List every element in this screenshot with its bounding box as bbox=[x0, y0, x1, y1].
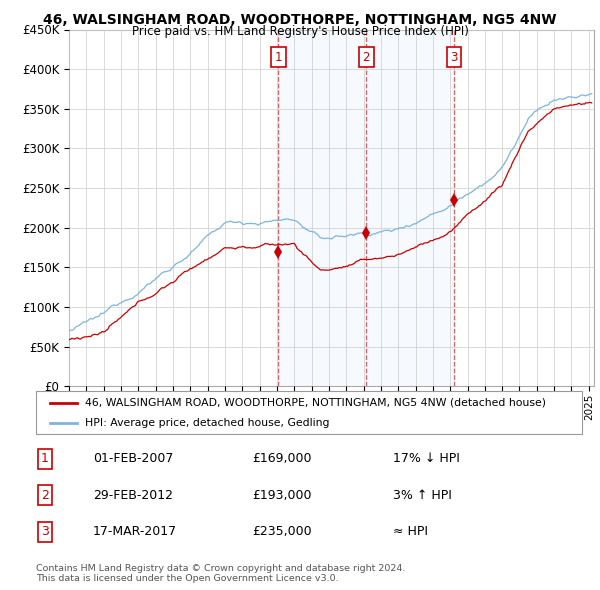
Text: 2: 2 bbox=[362, 51, 370, 64]
Text: 1: 1 bbox=[41, 452, 49, 465]
Text: 17-MAR-2017: 17-MAR-2017 bbox=[93, 525, 177, 538]
Text: 17% ↓ HPI: 17% ↓ HPI bbox=[393, 452, 460, 465]
Text: Price paid vs. HM Land Registry's House Price Index (HPI): Price paid vs. HM Land Registry's House … bbox=[131, 25, 469, 38]
Text: 3: 3 bbox=[41, 525, 49, 538]
Text: 1: 1 bbox=[275, 51, 282, 64]
FancyBboxPatch shape bbox=[36, 391, 582, 434]
Text: £169,000: £169,000 bbox=[252, 452, 311, 465]
Bar bbox=[278, 30, 454, 386]
Text: 29-FEB-2012: 29-FEB-2012 bbox=[93, 489, 173, 502]
Text: Contains HM Land Registry data © Crown copyright and database right 2024.
This d: Contains HM Land Registry data © Crown c… bbox=[36, 563, 406, 583]
Text: 01-FEB-2007: 01-FEB-2007 bbox=[93, 452, 173, 465]
Text: £193,000: £193,000 bbox=[252, 489, 311, 502]
Text: £235,000: £235,000 bbox=[252, 525, 311, 538]
Text: 3: 3 bbox=[450, 51, 458, 64]
Text: 46, WALSINGHAM ROAD, WOODTHORPE, NOTTINGHAM, NG5 4NW: 46, WALSINGHAM ROAD, WOODTHORPE, NOTTING… bbox=[43, 13, 557, 27]
Text: 46, WALSINGHAM ROAD, WOODTHORPE, NOTTINGHAM, NG5 4NW (detached house): 46, WALSINGHAM ROAD, WOODTHORPE, NOTTING… bbox=[85, 398, 546, 408]
Text: ≈ HPI: ≈ HPI bbox=[393, 525, 428, 538]
Text: HPI: Average price, detached house, Gedling: HPI: Average price, detached house, Gedl… bbox=[85, 418, 329, 428]
Text: 2: 2 bbox=[41, 489, 49, 502]
Text: 3% ↑ HPI: 3% ↑ HPI bbox=[393, 489, 452, 502]
